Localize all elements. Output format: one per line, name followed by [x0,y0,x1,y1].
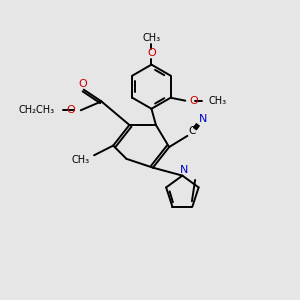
Text: CH₃: CH₃ [208,96,226,106]
Text: O: O [190,96,199,106]
Text: C: C [188,126,196,136]
Text: CH₃: CH₃ [142,33,160,43]
Text: O: O [67,105,76,115]
Text: CH₂CH₃: CH₂CH₃ [18,105,54,115]
Text: N: N [199,114,207,124]
Text: CH₃: CH₃ [71,155,90,165]
Text: N: N [180,165,188,175]
Text: O: O [147,48,156,59]
Text: O: O [78,79,87,89]
